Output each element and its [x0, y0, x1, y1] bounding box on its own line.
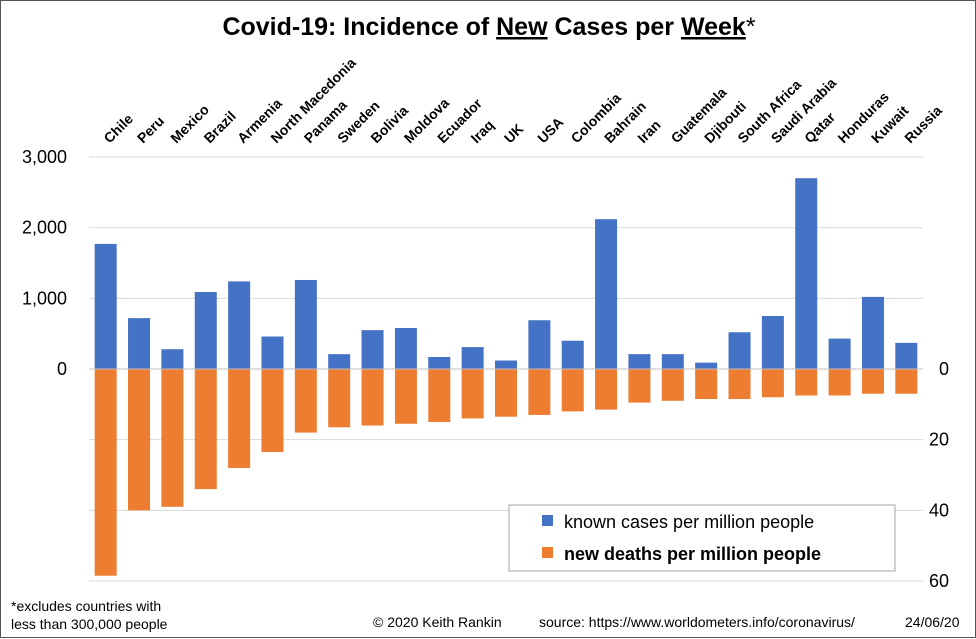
bar-cases-2 [161, 349, 184, 369]
bar-cases-12 [494, 360, 518, 369]
bar-deaths-13 [528, 369, 551, 415]
bar-deaths-20 [761, 369, 784, 398]
bar-deaths-1 [128, 369, 151, 511]
bar-deaths-15 [595, 369, 618, 410]
footnote-line-1: *excludes countries with [11, 598, 161, 614]
bar-deaths-17 [661, 369, 684, 401]
bar-deaths-22 [828, 369, 851, 396]
bar-deaths-14 [561, 369, 584, 412]
bar-deaths-0 [94, 369, 117, 576]
left-tick-label-2: 1,000 [22, 288, 67, 308]
bar-deaths-18 [695, 369, 718, 400]
legend-label-cases: known cases per million people [564, 512, 814, 532]
bar-deaths-2 [161, 369, 184, 507]
bar-cases-15 [595, 219, 618, 369]
bar-cases-1 [128, 318, 151, 369]
bar-cases-13 [528, 320, 551, 369]
bar-deaths-16 [628, 369, 651, 403]
chart-title: Covid-19: Incidence of New Cases per Wee… [222, 13, 755, 41]
bar-cases-19 [728, 332, 751, 369]
bar-deaths-7 [328, 369, 351, 428]
legend-swatch-cases [542, 515, 553, 526]
bar-deaths-19 [728, 369, 751, 400]
bar-cases-7 [328, 354, 351, 369]
bars [94, 178, 918, 576]
bar-deaths-4 [228, 369, 251, 468]
bar-cases-0 [94, 243, 117, 369]
bar-cases-18 [695, 362, 718, 369]
right-tick-label-2: 40 [929, 500, 949, 520]
category-label-11: Iraq [467, 117, 496, 146]
bar-cases-8 [361, 330, 384, 369]
bar-deaths-3 [194, 369, 217, 490]
left-tick-label-1: 2,000 [22, 218, 67, 238]
date-text: 24/06/20 [905, 614, 960, 630]
bar-cases-10 [428, 356, 451, 369]
bar-deaths-5 [261, 369, 284, 453]
bar-deaths-6 [294, 369, 317, 433]
bar-cases-16 [628, 354, 651, 369]
bar-cases-21 [795, 178, 818, 369]
bar-cases-5 [261, 336, 284, 369]
legend-label-deaths: new deaths per million people [564, 544, 821, 564]
axes: 3,000 2,000 1,000 0 0 20 40 60 [22, 147, 949, 591]
right-tick-label-0: 0 [939, 359, 949, 379]
bar-cases-14 [561, 340, 584, 369]
right-tick-label-3: 60 [929, 571, 949, 591]
bar-cases-23 [861, 296, 884, 369]
bar-cases-22 [828, 338, 851, 369]
gridlines [89, 156, 923, 582]
bar-cases-3 [194, 291, 217, 369]
legend-swatch-deaths [542, 547, 553, 558]
bar-deaths-23 [861, 369, 884, 394]
bar-deaths-11 [461, 369, 484, 419]
bar-deaths-8 [361, 369, 384, 426]
bar-cases-20 [761, 316, 784, 369]
bar-cases-6 [294, 279, 317, 369]
bar-deaths-10 [428, 369, 451, 422]
bar-deaths-9 [394, 369, 417, 424]
category-label-12: UK [501, 120, 527, 146]
footnote-line-2: less than 300,000 people [11, 616, 168, 632]
bar-cases-24 [895, 342, 918, 369]
category-label-0: Chile [100, 110, 136, 146]
category-label-13: USA [534, 114, 566, 146]
bar-cases-9 [394, 328, 417, 369]
left-tick-label-3: 0 [57, 359, 67, 379]
left-tick-label-0: 3,000 [22, 147, 67, 167]
copyright-text: © 2020 Keith Rankin [373, 614, 502, 630]
bar-cases-4 [228, 281, 251, 369]
bar-deaths-24 [895, 369, 918, 394]
category-label-1: Peru [134, 113, 167, 146]
category-label-16: Iran [634, 117, 663, 146]
bar-deaths-12 [494, 369, 518, 417]
category-label-24: Russia [901, 102, 945, 146]
right-tick-label-1: 20 [929, 430, 949, 450]
bar-deaths-21 [795, 369, 818, 396]
legend: known cases per million people new death… [508, 504, 896, 572]
bar-cases-17 [661, 354, 684, 369]
legend-box [508, 504, 896, 572]
bar-cases-11 [461, 347, 484, 369]
source-text: source: https://www.worldometers.info/co… [539, 614, 855, 630]
